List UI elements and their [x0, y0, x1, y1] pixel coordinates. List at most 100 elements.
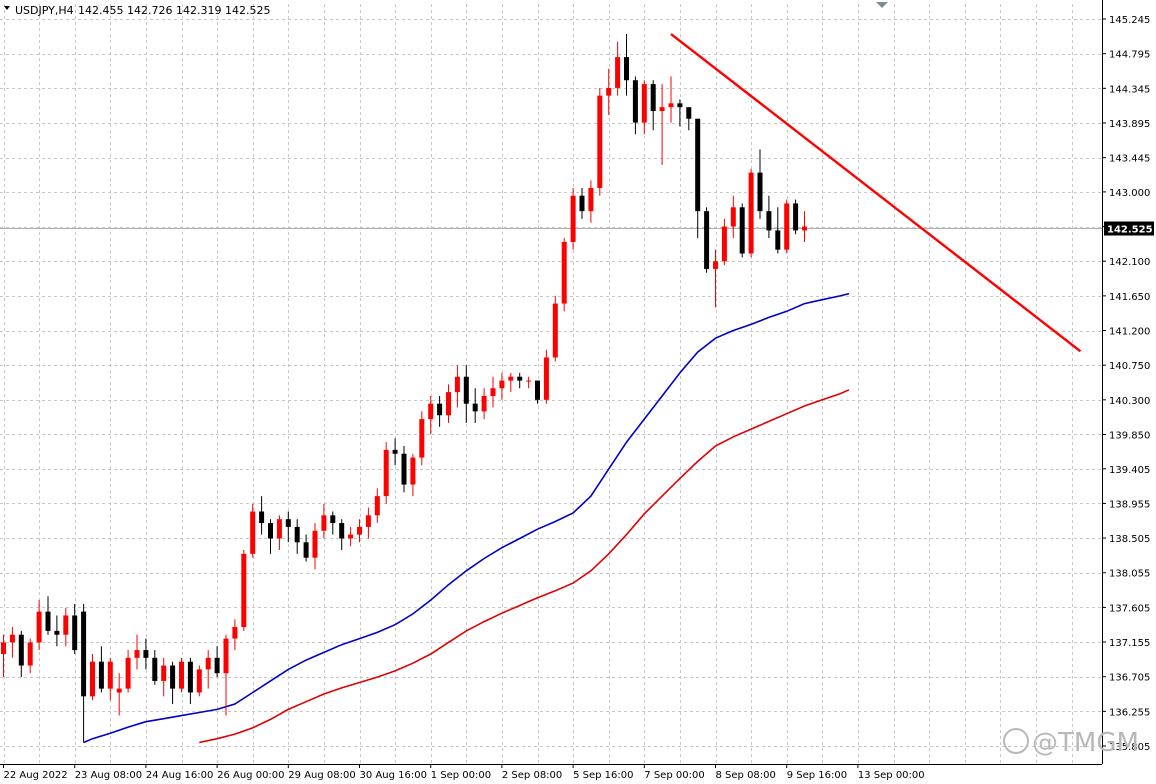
x-tick-label: 7 Sep 00:00 [644, 770, 704, 781]
candle [214, 646, 220, 678]
candle [36, 600, 42, 651]
y-tick-label: 143.445 [1109, 154, 1150, 165]
candle [365, 507, 371, 539]
x-tick-label: 1 Sep 00:00 [431, 770, 491, 781]
candle-body [454, 376, 460, 393]
candle [45, 596, 51, 635]
candle-body [802, 226, 807, 231]
candle-body [695, 118, 701, 212]
candle-body [570, 195, 576, 242]
candle [597, 87, 603, 196]
candle-body [45, 611, 51, 631]
candle [232, 619, 238, 651]
candle-body [179, 661, 184, 689]
candle [374, 488, 380, 524]
candle [152, 650, 158, 685]
candle [793, 199, 799, 235]
candle [748, 168, 754, 258]
candle-body [143, 650, 149, 658]
candle [116, 673, 122, 716]
candle [18, 630, 24, 678]
candle-body [419, 419, 425, 458]
candle-body [526, 380, 532, 382]
candle [223, 634, 229, 716]
candle-body [374, 496, 380, 516]
candle [27, 638, 33, 674]
y-tick-label: 136.255 [1109, 707, 1150, 718]
candle-body [677, 103, 683, 108]
candle [446, 384, 451, 423]
candle-body [383, 449, 389, 497]
chart-shift-icon[interactable] [876, 2, 888, 8]
candle [730, 195, 736, 239]
candle-body [152, 657, 158, 681]
y-tick-label: 139.405 [1109, 465, 1150, 476]
candle [63, 607, 69, 647]
y-tick-label: 144.345 [1109, 84, 1150, 95]
candle [454, 365, 460, 408]
candle [739, 203, 745, 258]
candle-body [659, 107, 665, 112]
candle [90, 653, 95, 701]
candle [775, 207, 781, 254]
candle [392, 438, 398, 466]
candle-body [650, 84, 656, 112]
candle [330, 511, 336, 535]
candle [677, 99, 683, 127]
candle-body [428, 403, 434, 420]
current-price-badge [1104, 221, 1154, 236]
moving-averages [83, 292, 850, 744]
candle-body [339, 523, 345, 539]
candle [695, 118, 701, 239]
x-tick-label: 9 Sep 16:00 [787, 770, 847, 781]
symbol-dropdown-icon[interactable] [4, 6, 10, 10]
candle [659, 84, 665, 165]
candle-body [543, 357, 549, 400]
ma-slow-line [199, 389, 850, 744]
candle [268, 519, 273, 554]
candle [143, 638, 149, 670]
candle [285, 511, 291, 543]
candle-body [321, 515, 327, 531]
grid-lines [0, 4, 1102, 764]
candle [348, 526, 354, 547]
candle-body [721, 226, 727, 262]
candle-body [268, 523, 273, 539]
candle [481, 388, 487, 420]
y-tick-label: 138.055 [1109, 569, 1150, 580]
candle [170, 661, 176, 705]
candle [134, 634, 140, 670]
y-tick-label: 141.200 [1109, 327, 1150, 338]
y-tick-label: 145.245 [1109, 15, 1150, 26]
x-tick-label: 29 Aug 08:00 [288, 770, 355, 781]
y-tick-label: 141.650 [1109, 292, 1150, 303]
candle [624, 34, 629, 96]
candle-body [27, 642, 33, 666]
candle-body [250, 511, 256, 554]
candle-body [766, 211, 772, 231]
candle [757, 149, 763, 219]
candle-body [410, 457, 416, 485]
y-tick-label: 136.705 [1109, 673, 1150, 684]
candle-body [446, 392, 451, 416]
candle [312, 523, 318, 570]
candle [383, 442, 389, 504]
candle [686, 107, 692, 131]
candle [606, 68, 612, 115]
candle [802, 211, 807, 242]
candle-body [490, 388, 496, 396]
candle-body [641, 84, 647, 123]
x-tick-label: 30 Aug 16:00 [360, 770, 427, 781]
candle-body [170, 665, 176, 689]
candle-body [205, 657, 211, 670]
candle-body [285, 519, 291, 527]
candle-body [481, 395, 487, 412]
candle [490, 376, 496, 408]
x-tick-label: 5 Sep 16:00 [573, 770, 633, 781]
candle-body [472, 403, 478, 412]
candle-body [535, 380, 540, 400]
y-tick-label: 139.850 [1109, 430, 1150, 441]
y-tick-label: 138.955 [1109, 499, 1150, 510]
candle-body [294, 526, 300, 543]
